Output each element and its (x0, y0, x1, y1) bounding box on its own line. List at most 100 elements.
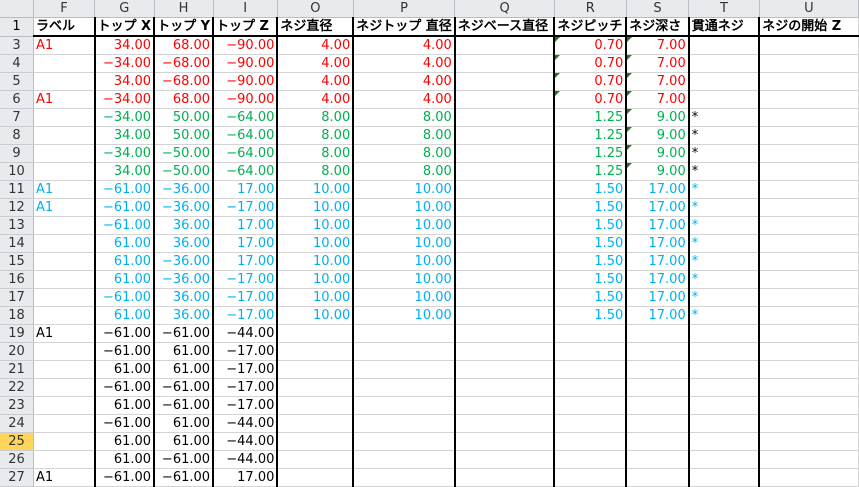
select-all-button[interactable] (0, 0, 34, 18)
cell-O14[interactable]: 10.00 (276, 234, 354, 253)
cell-P16[interactable]: 10.00 (352, 270, 456, 289)
header-cell-H[interactable]: トップ Y (153, 17, 214, 37)
cell-F7[interactable] (33, 108, 96, 127)
cell-I10[interactable]: −64.00 (212, 162, 278, 181)
cell-T3[interactable] (687, 36, 760, 55)
cell-R3[interactable]: 0.70 (553, 36, 627, 55)
cell-O16[interactable]: 10.00 (276, 270, 354, 289)
cell-U4[interactable] (758, 54, 859, 73)
cell-T5[interactable] (687, 72, 760, 91)
cell-I24[interactable]: −44.00 (212, 414, 278, 433)
cell-R9[interactable]: 1.25 (553, 144, 627, 163)
cell-R25[interactable] (553, 432, 627, 451)
cell-U12[interactable] (758, 198, 859, 217)
cell-O27[interactable] (276, 468, 354, 487)
cell-P22[interactable] (352, 378, 456, 397)
cell-T8[interactable]: * (687, 126, 760, 145)
cell-Q9[interactable] (453, 144, 555, 163)
cell-F3[interactable]: A1 (33, 36, 96, 55)
cell-I17[interactable]: −17.00 (212, 288, 278, 307)
cell-G26[interactable]: 61.00 (93, 450, 155, 469)
cell-S10[interactable]: 9.00 (625, 162, 690, 181)
cell-T4[interactable] (687, 54, 760, 73)
column-header-I[interactable]: I (213, 0, 278, 18)
row-header[interactable]: 22 (0, 378, 34, 397)
cell-S24[interactable] (625, 414, 690, 433)
cell-R12[interactable]: 1.50 (553, 198, 627, 217)
cell-G27[interactable]: −61.00 (93, 468, 155, 487)
cell-I8[interactable]: −64.00 (212, 126, 278, 145)
error-indicator-icon[interactable] (628, 37, 633, 42)
cell-F27[interactable]: A1 (33, 468, 96, 487)
cell-T11[interactable]: * (687, 180, 760, 199)
cell-T27[interactable] (687, 468, 760, 487)
row-header[interactable]: 6 (0, 90, 34, 109)
cell-O8[interactable]: 8.00 (276, 126, 354, 145)
row-header[interactable]: 16 (0, 270, 34, 289)
error-indicator-icon[interactable] (628, 163, 633, 168)
cell-T26[interactable] (687, 450, 760, 469)
cell-R24[interactable] (553, 414, 627, 433)
error-indicator-icon[interactable] (556, 91, 561, 96)
error-indicator-icon[interactable] (628, 109, 633, 114)
cell-I25[interactable]: −44.00 (212, 432, 278, 451)
cell-S16[interactable]: 17.00 (625, 270, 690, 289)
cell-O4[interactable]: 4.00 (276, 54, 354, 73)
cell-O5[interactable]: 4.00 (276, 72, 354, 91)
cell-P21[interactable] (352, 360, 456, 379)
cell-G4[interactable]: −34.00 (93, 54, 155, 73)
cell-U21[interactable] (758, 360, 859, 379)
cell-G3[interactable]: 34.00 (93, 36, 155, 55)
cell-P25[interactable] (352, 432, 456, 451)
cell-P3[interactable]: 4.00 (352, 36, 456, 55)
cell-Q12[interactable] (453, 198, 555, 217)
cell-Q18[interactable] (453, 306, 555, 325)
cell-Q20[interactable] (453, 342, 555, 361)
cell-T22[interactable] (687, 378, 760, 397)
cell-U14[interactable] (758, 234, 859, 253)
cell-S18[interactable]: 17.00 (625, 306, 690, 325)
cell-I20[interactable]: −17.00 (212, 342, 278, 361)
cell-S9[interactable]: 9.00 (625, 144, 690, 163)
cell-T21[interactable] (687, 360, 760, 379)
cell-O18[interactable]: 10.00 (276, 306, 354, 325)
cell-P15[interactable]: 10.00 (352, 252, 456, 271)
cell-P13[interactable]: 10.00 (352, 216, 456, 235)
cell-T16[interactable]: * (687, 270, 760, 289)
error-indicator-icon[interactable] (628, 145, 633, 150)
cell-H13[interactable]: 36.00 (153, 216, 214, 235)
cell-S22[interactable] (625, 378, 690, 397)
cell-S19[interactable] (625, 324, 690, 343)
cell-R5[interactable]: 0.70 (553, 72, 627, 91)
row-header[interactable]: 25 (0, 432, 34, 451)
row-header[interactable]: 10 (0, 162, 34, 181)
cell-G22[interactable]: −61.00 (93, 378, 155, 397)
cell-T20[interactable] (687, 342, 760, 361)
cell-Q16[interactable] (453, 270, 555, 289)
cell-H10[interactable]: −50.00 (153, 162, 214, 181)
cell-U18[interactable] (758, 306, 859, 325)
cell-F13[interactable] (33, 216, 96, 235)
row-header[interactable]: 24 (0, 414, 34, 433)
header-cell-I[interactable]: トップ Z (212, 17, 278, 37)
cell-Q23[interactable] (453, 396, 555, 415)
cell-F15[interactable] (33, 252, 96, 271)
cell-G17[interactable]: −61.00 (93, 288, 155, 307)
cell-H3[interactable]: 68.00 (153, 36, 214, 55)
row-header[interactable]: 4 (0, 54, 34, 73)
row-header[interactable]: 27 (0, 468, 34, 487)
cell-T15[interactable]: * (687, 252, 760, 271)
column-header-H[interactable]: H (154, 0, 214, 18)
cell-F21[interactable] (33, 360, 96, 379)
cell-G20[interactable]: −61.00 (93, 342, 155, 361)
cell-Q25[interactable] (453, 432, 555, 451)
cell-H20[interactable]: 61.00 (153, 342, 214, 361)
cell-T12[interactable]: * (687, 198, 760, 217)
cell-G16[interactable]: 61.00 (93, 270, 155, 289)
cell-Q19[interactable] (453, 324, 555, 343)
cell-R13[interactable]: 1.50 (553, 216, 627, 235)
cell-T9[interactable]: * (687, 144, 760, 163)
cell-O12[interactable]: 10.00 (276, 198, 354, 217)
column-header-U[interactable]: U (759, 0, 859, 18)
cell-I5[interactable]: −90.00 (212, 72, 278, 91)
